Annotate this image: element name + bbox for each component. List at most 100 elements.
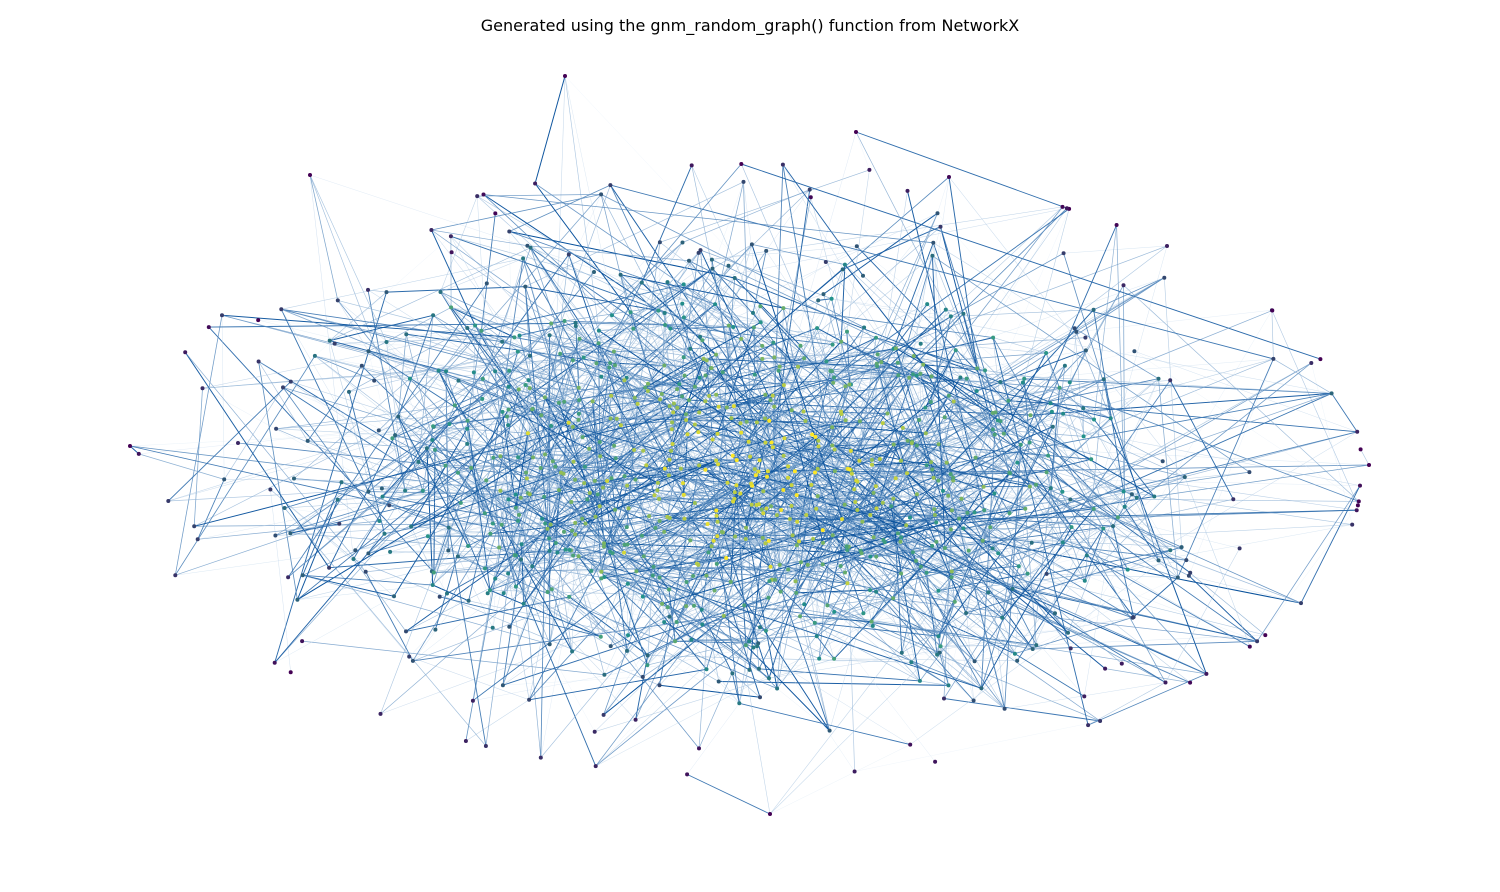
graph-node: [392, 594, 396, 599]
graph-node: [431, 424, 436, 429]
graph-node: [854, 478, 859, 483]
graph-edge: [627, 540, 691, 636]
graph-edge: [1076, 309, 1272, 333]
graph-node: [206, 325, 211, 330]
graph-edge: [772, 446, 853, 475]
graph-edge: [688, 260, 742, 433]
graph-edge: [1256, 505, 1359, 642]
graph-node: [899, 571, 904, 576]
graph-node: [602, 575, 607, 579]
graph-node: [640, 533, 644, 538]
graph-node: [830, 425, 835, 430]
graph-edge: [691, 590, 715, 640]
graph-edge: [1035, 378, 1159, 485]
graph-edge: [718, 681, 740, 704]
graph-node: [1007, 511, 1012, 516]
graph-node: [754, 420, 759, 425]
graph-edge: [771, 366, 799, 443]
graph-node: [716, 462, 721, 467]
graph-node: [932, 507, 937, 512]
graph-node: [704, 667, 709, 672]
graph-edge: [353, 558, 407, 632]
graph-node: [703, 467, 708, 472]
graph-node: [447, 422, 452, 426]
graph-node: [1069, 525, 1074, 530]
graph-edge: [334, 343, 851, 452]
graph-edge: [811, 484, 871, 516]
graph-edge: [658, 310, 678, 408]
graph-edge: [675, 635, 817, 642]
graph-edge: [309, 174, 419, 463]
graph-node: [715, 431, 720, 436]
graph-edge: [168, 387, 579, 502]
graph-node: [758, 320, 763, 325]
graph-edge: [355, 448, 428, 551]
graph-edge: [752, 312, 907, 526]
graph-edge: [1074, 328, 1084, 437]
graph-node: [1329, 391, 1334, 396]
graph-edge: [430, 229, 476, 326]
graph-edge: [685, 414, 760, 461]
graph-node: [1115, 515, 1120, 520]
graph-node: [773, 577, 778, 582]
graph-edge: [760, 246, 857, 307]
graph-node: [1122, 504, 1127, 509]
graph-edge: [433, 258, 524, 573]
graph-edge: [515, 433, 529, 508]
graph-edge: [763, 512, 937, 523]
graph-node: [756, 641, 761, 646]
graph-edge: [783, 293, 824, 309]
graph-node: [581, 355, 586, 360]
graph-edge: [728, 325, 735, 407]
graph-edge: [480, 213, 496, 331]
graph-node: [404, 629, 408, 634]
graph-edge: [129, 428, 468, 447]
graph-node: [1060, 489, 1065, 494]
graph-node: [300, 639, 305, 644]
graph-node: [545, 590, 550, 594]
graph-edge: [635, 479, 663, 604]
graph-node: [1044, 351, 1049, 355]
graph-node: [789, 503, 794, 508]
graph-edge: [694, 424, 742, 434]
graph-node: [632, 395, 637, 400]
graph-edge: [875, 337, 978, 369]
graph-edge: [664, 468, 698, 564]
graph-node: [602, 541, 606, 546]
graph-node: [625, 483, 630, 488]
graph-node: [696, 250, 701, 255]
graph-node: [824, 359, 829, 364]
graph-node: [781, 488, 786, 492]
graph-node: [1129, 492, 1134, 497]
graph-node: [582, 481, 587, 486]
graph-edge: [499, 547, 574, 556]
graph-edge: [895, 350, 957, 479]
graph-edge: [281, 309, 448, 594]
graph-node: [1132, 349, 1137, 354]
graph-edge: [624, 277, 735, 381]
graph-edge: [314, 355, 835, 450]
graph-edge: [280, 309, 369, 492]
graph-node: [832, 447, 837, 452]
graph-edge: [939, 573, 1028, 653]
graph-edge: [601, 306, 761, 377]
graph-edge: [653, 566, 846, 573]
graph-node: [625, 542, 630, 547]
graph-edge: [390, 523, 493, 553]
graph-edge: [1027, 573, 1178, 578]
graph-node: [817, 656, 822, 661]
graph-edge: [602, 367, 712, 488]
graph-edge: [906, 472, 1069, 634]
graph-node: [366, 287, 370, 292]
graph-edge: [797, 303, 928, 368]
graph-node: [335, 298, 340, 303]
graph-node: [580, 516, 585, 521]
graph-edge: [541, 518, 660, 578]
graph-edge: [942, 490, 989, 593]
graph-edge: [706, 541, 937, 576]
graph-edge: [744, 604, 1037, 646]
graph-edge: [787, 495, 798, 570]
graph-edge: [433, 527, 450, 573]
graph-edge: [951, 528, 1104, 572]
graph-edge: [329, 340, 447, 372]
